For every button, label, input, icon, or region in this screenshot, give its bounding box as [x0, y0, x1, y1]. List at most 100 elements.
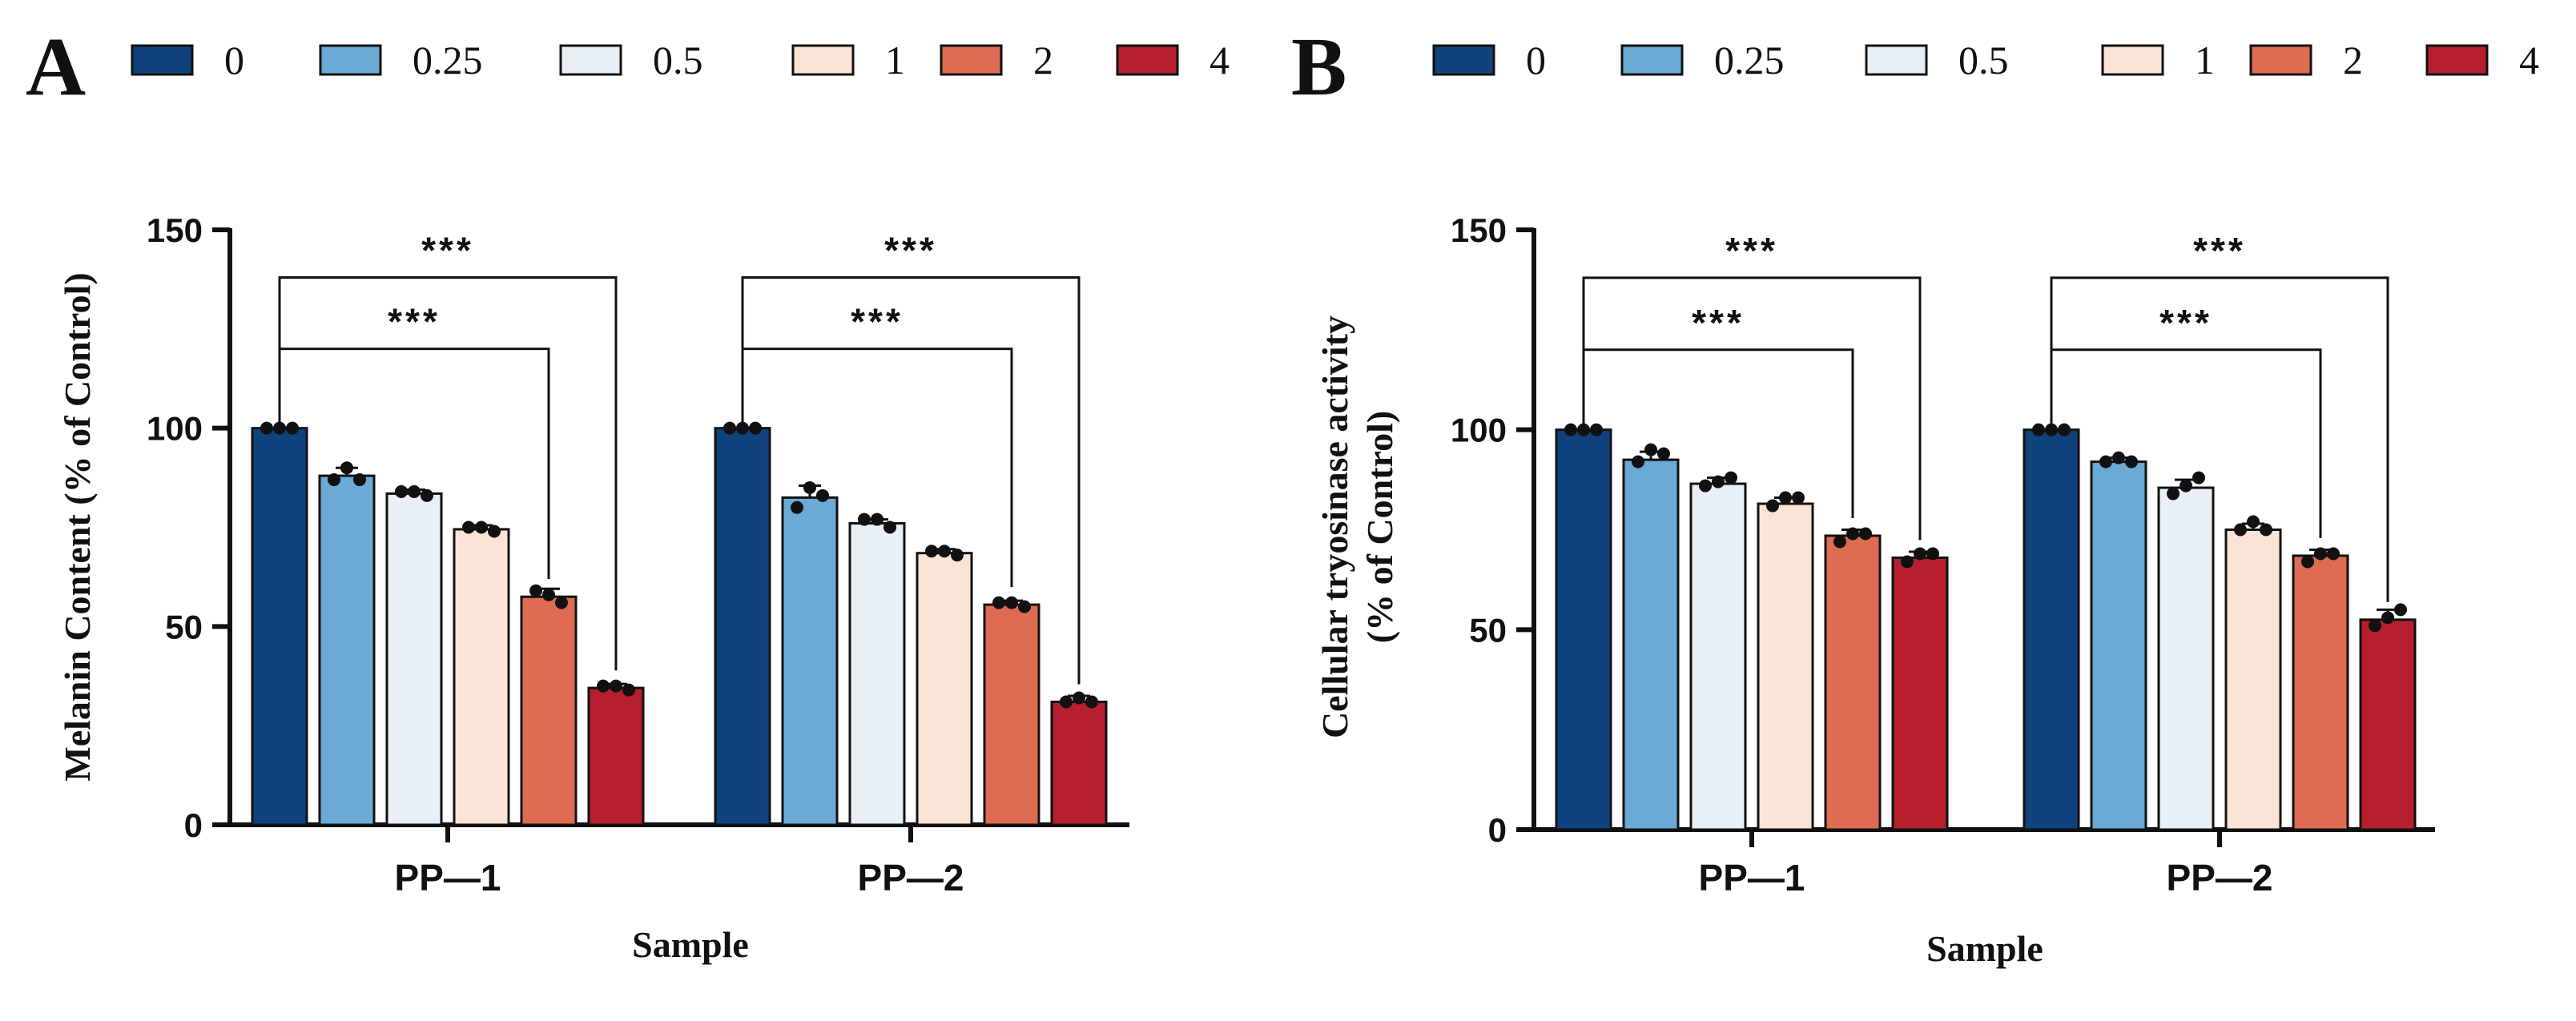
bar-PP—2-1: [2224, 529, 2282, 831]
replicate-point: [395, 484, 408, 498]
x-axis-title: Sample: [1926, 928, 2043, 969]
bar-PP—1-4: [1891, 556, 1949, 831]
bar-PP—1-1: [453, 528, 510, 826]
bar-PP—2-0.5: [2157, 486, 2215, 831]
replicate-point: [1005, 596, 1018, 609]
y-tick-label-100: 100: [1451, 412, 1507, 449]
legend-swatch-2: [2249, 44, 2312, 76]
replicate-point: [286, 421, 299, 435]
replicate-point: [1792, 491, 1805, 504]
replicate-point: [925, 545, 938, 558]
replicate-point: [555, 596, 568, 609]
replicate-point: [610, 679, 622, 693]
replicate-point: [2192, 471, 2205, 484]
bar-PP—2-0: [714, 427, 771, 826]
legend-swatch-0: [1432, 44, 1495, 76]
replicate-point: [1859, 527, 1872, 541]
replicate-point: [529, 584, 542, 597]
bar-PP—1-0.5: [1689, 482, 1747, 831]
y-tick-label-50: 50: [1469, 611, 1507, 649]
bar-PP—1-2: [1824, 534, 1882, 831]
y-axis-title-line: Cellular tryosinase activity: [1314, 316, 1355, 738]
bar-PP—1-0: [1555, 428, 1612, 831]
bar-PP—1-0.5: [385, 492, 443, 826]
replicate-point: [2301, 555, 2314, 569]
x-axis-title: Sample: [632, 924, 749, 965]
replicate-point: [1060, 695, 1073, 709]
y-tick-label-0: 0: [1488, 811, 1507, 849]
replicate-point: [1577, 423, 1590, 436]
replicate-point: [2058, 423, 2071, 436]
replicate-point: [883, 521, 896, 534]
replicate-point: [408, 484, 421, 498]
replicate-point: [723, 421, 736, 435]
legend-swatch-0.25: [319, 44, 382, 76]
legend-label-0: 0: [224, 38, 244, 82]
bar-PP—2-4: [1050, 700, 1108, 826]
replicate-point: [1846, 527, 1859, 541]
legend-label-4: 4: [1210, 38, 1230, 82]
y-axis-title: Melanin Content (% of Control): [57, 272, 98, 781]
legend-swatch-0.5: [559, 44, 622, 76]
significance-label: ***: [1725, 230, 1778, 271]
replicate-point: [488, 525, 501, 538]
bar-PP—1-4: [587, 686, 645, 826]
replicate-point: [622, 683, 635, 697]
replicate-point: [951, 549, 964, 562]
y-axis-title-line: (% of Control): [1359, 411, 1400, 643]
legend-swatch-1: [2101, 44, 2164, 76]
replicate-point: [1766, 499, 1779, 513]
replicate-point: [2381, 611, 2394, 625]
replicate-point: [1833, 535, 1846, 549]
bar-PP—1-0.25: [318, 474, 376, 826]
replicate-point: [421, 488, 433, 502]
significance-bracket: [2050, 276, 2389, 602]
bar-PP—1-2: [520, 595, 578, 826]
replicate-point: [803, 480, 816, 494]
replicate-point: [2247, 515, 2260, 529]
panel-b-letter: B: [1291, 21, 1346, 113]
replicate-point: [475, 521, 488, 534]
replicate-point: [1644, 443, 1657, 456]
replicate-point: [2045, 423, 2058, 436]
bar-PP—2-2: [983, 603, 1040, 826]
bar-PP—2-0.25: [781, 496, 839, 826]
replicate-point: [1073, 691, 1085, 705]
significance-label: ***: [421, 229, 474, 271]
replicate-point: [2260, 523, 2272, 537]
replicate-point: [2099, 455, 2112, 468]
bar-PP—2-0.5: [848, 522, 906, 826]
replicate-point: [2234, 523, 2247, 537]
significance-bracket: [741, 275, 1081, 685]
panel-a-plot: 0 50 100 150 *** *** *** *** PP—1 PP—2 Sample Melan…: [57, 211, 1129, 965]
bar-PP—2-2: [2292, 554, 2349, 831]
legend-label-1: 1: [2195, 38, 2215, 82]
bar-PP—2-0: [2023, 428, 2080, 831]
replicate-point: [328, 473, 340, 487]
significance-label: ***: [2193, 230, 2246, 271]
legend-label-4: 4: [2519, 38, 2539, 82]
bar-PP—2-4: [2359, 618, 2417, 831]
legend-label-0.25: 0.25: [413, 38, 483, 82]
category-label-PP—1: PP—1: [395, 857, 501, 898]
replicate-point: [1085, 695, 1098, 709]
significance-bracket: [1582, 276, 1922, 541]
replicate-point: [938, 545, 951, 558]
legend-swatch-0: [131, 44, 194, 76]
legend-swatch-0.5: [1865, 44, 1928, 76]
replicate-point: [2125, 455, 2138, 468]
replicate-point: [1725, 471, 1737, 484]
replicate-point: [260, 421, 273, 435]
legend-label-0.5: 0.5: [653, 38, 703, 82]
replicate-point: [353, 473, 366, 487]
y-axis-title-line: Melanin Content (% of Control): [57, 272, 98, 781]
replicate-point: [1632, 455, 1644, 468]
bar-PP—2-0.25: [2090, 460, 2147, 831]
category-label-PP—2: PP—2: [2167, 857, 2273, 898]
legend-swatch-0.25: [1620, 44, 1684, 76]
legend-label-0.5: 0.5: [1958, 38, 2009, 82]
replicate-point: [2112, 451, 2125, 464]
bar-PP—2-1: [916, 552, 973, 826]
panel-b-legend: 0 0.25 0.5 1 2 4: [1432, 38, 2539, 82]
legend-swatch-2: [940, 44, 1003, 76]
